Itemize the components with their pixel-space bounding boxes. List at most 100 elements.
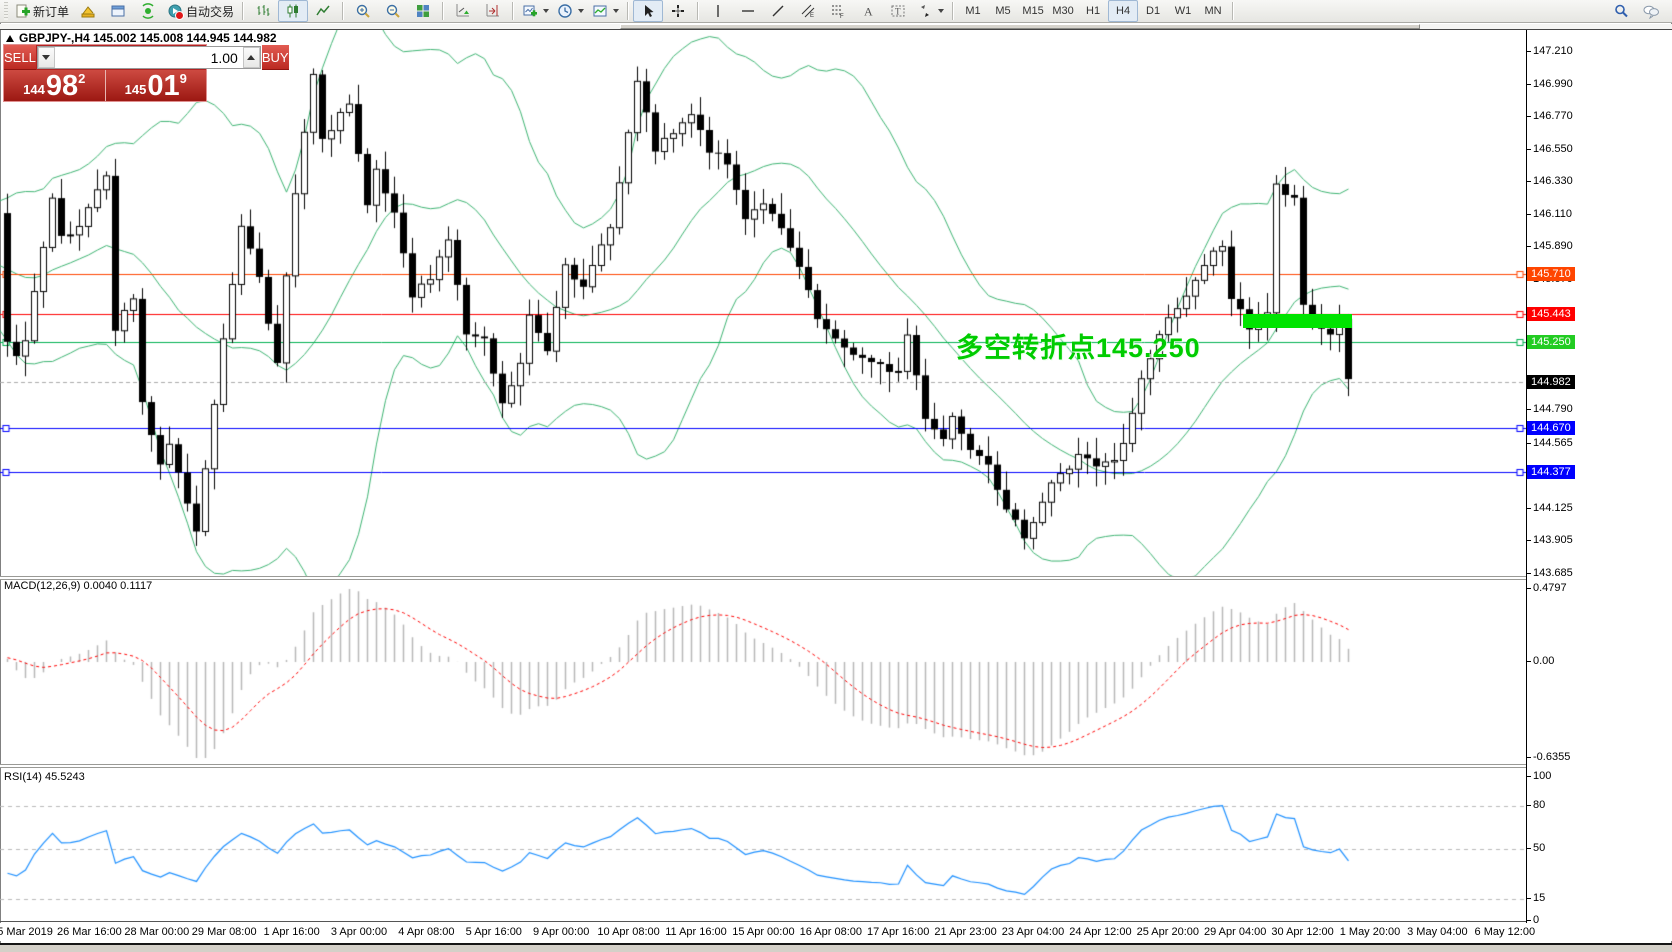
text-label-tool-button[interactable]: T bbox=[883, 0, 913, 22]
vertical-line-icon bbox=[710, 3, 726, 19]
rsi-axis-label: 0 bbox=[1526, 914, 1540, 926]
time-axis-label: 16 Apr 08:00 bbox=[799, 926, 862, 938]
candlestick-type-button[interactable] bbox=[278, 0, 309, 22]
price-tick-label: 143.905 bbox=[1527, 534, 1573, 547]
vertical-line-tool-button[interactable] bbox=[703, 0, 733, 22]
price-tick-label: 146.110 bbox=[1527, 207, 1572, 220]
chat-button[interactable] bbox=[1636, 0, 1666, 22]
signals-icon bbox=[140, 3, 156, 19]
templates-button[interactable] bbox=[588, 0, 623, 22]
hline-price-label: 145.250 bbox=[1527, 335, 1575, 350]
time-axis-label: 6 May 12:00 bbox=[1474, 926, 1536, 938]
horizontal-line-tool-button[interactable] bbox=[733, 0, 763, 22]
tile-windows-button[interactable] bbox=[408, 0, 438, 22]
profiles-clock-icon bbox=[557, 3, 573, 19]
hline-price-label: 144.670 bbox=[1527, 421, 1575, 436]
profiles-caret-icon bbox=[578, 9, 585, 13]
symbol-expand-icon[interactable] bbox=[6, 34, 14, 42]
bar-chart-type-button[interactable] bbox=[248, 0, 278, 22]
bid-price[interactable]: 144 98 2 bbox=[4, 70, 106, 101]
time-axis-label: 21 Apr 23:00 bbox=[934, 926, 997, 938]
text-tool-button[interactable]: A bbox=[853, 0, 883, 22]
macd-rsi-separator[interactable] bbox=[0, 764, 1672, 768]
fibonacci-tool-button[interactable]: F bbox=[823, 0, 853, 22]
market-watch-button[interactable] bbox=[73, 0, 103, 22]
highlight-rectangle bbox=[1243, 314, 1352, 328]
current-price-label: 144.982 bbox=[1527, 374, 1575, 389]
scrollbar-thumb[interactable] bbox=[620, 24, 1420, 29]
rsi-axis-label: 80 bbox=[1526, 798, 1546, 811]
timeframe-button-M30[interactable]: M30 bbox=[1048, 0, 1078, 22]
volume-up-icon bbox=[247, 55, 256, 60]
buy-button[interactable]: BUY bbox=[261, 45, 289, 70]
arrows-tool-button[interactable] bbox=[913, 0, 948, 22]
chart-annotation-text: 多空转折点145.250 bbox=[956, 333, 1201, 363]
volume-down-icon bbox=[42, 55, 51, 60]
channel-tool-button[interactable]: E bbox=[793, 0, 823, 22]
line-chart-type-button[interactable] bbox=[308, 0, 338, 22]
timeframe-group: M1 M5 M15 M30 H1 H4 D1 W1 MN bbox=[958, 0, 1228, 22]
svg-text:A: A bbox=[864, 5, 873, 19]
volume-increase-button[interactable] bbox=[242, 47, 260, 68]
timeframe-button-D1[interactable]: D1 bbox=[1138, 0, 1168, 22]
timeframe-button-H4[interactable]: H4 bbox=[1108, 0, 1139, 22]
search-button[interactable] bbox=[1606, 0, 1636, 22]
new-chart-caret-icon bbox=[543, 9, 550, 13]
autotrading-button[interactable]: 自动交易 bbox=[163, 0, 238, 22]
timeframe-button-M1[interactable]: M1 bbox=[958, 0, 988, 22]
new-chart-button[interactable] bbox=[518, 0, 553, 22]
autotrading-icon bbox=[167, 3, 185, 20]
volume-input[interactable] bbox=[54, 47, 243, 68]
rsi-indicator-label: RSI(14) 45.5243 bbox=[4, 771, 85, 783]
time-axis-label: 30 Apr 12:00 bbox=[1271, 926, 1334, 938]
market-watch-icon bbox=[80, 3, 96, 19]
arrows-icon bbox=[917, 3, 933, 19]
volume-decrease-button[interactable] bbox=[37, 47, 55, 68]
time-axis-label: 24 Apr 12:00 bbox=[1069, 926, 1132, 938]
zoom-in-icon bbox=[355, 3, 371, 19]
signals-button[interactable] bbox=[133, 0, 163, 22]
macd-axis-label: -0.6355 bbox=[1526, 751, 1571, 763]
toolbar-separator bbox=[342, 2, 345, 20]
time-axis-label: 26 Mar 16:00 bbox=[56, 926, 122, 938]
sell-button[interactable]: SELL bbox=[4, 45, 36, 70]
timeframe-button-H1[interactable]: H1 bbox=[1078, 0, 1108, 22]
timeframe-label: M1 bbox=[965, 5, 981, 17]
timeframe-label: M15 bbox=[1022, 5, 1044, 17]
profiles-button[interactable] bbox=[553, 0, 588, 22]
trendline-tool-button[interactable] bbox=[763, 0, 793, 22]
cursor-button[interactable] bbox=[633, 0, 664, 22]
text-label-icon: T bbox=[890, 3, 906, 19]
timeframe-button-MN[interactable]: MN bbox=[1198, 0, 1228, 22]
chart-shift-button[interactable] bbox=[478, 0, 508, 22]
new-order-button[interactable]: 新订单 bbox=[10, 0, 73, 22]
toolbar-separator bbox=[442, 2, 445, 20]
bid-sup-digit: 2 bbox=[78, 71, 86, 86]
price-tick-label: 143.685 bbox=[1527, 566, 1573, 579]
chart-canvas[interactable] bbox=[0, 30, 1526, 941]
timeframe-label: H1 bbox=[1086, 5, 1101, 17]
timeframe-button-M5[interactable]: M5 bbox=[988, 0, 1018, 22]
trendline-icon bbox=[770, 3, 786, 19]
zoom-in-button[interactable] bbox=[348, 0, 378, 22]
chart-frame-top bbox=[0, 29, 1672, 30]
timeframe-button-M15[interactable]: M15 bbox=[1018, 0, 1048, 22]
main-macd-separator[interactable] bbox=[0, 576, 1672, 580]
ask-price[interactable]: 145 01 9 bbox=[105, 70, 206, 101]
crosshair-button[interactable] bbox=[663, 0, 693, 22]
timeframe-button-W1[interactable]: W1 bbox=[1168, 0, 1198, 22]
new-order-icon bbox=[14, 3, 30, 19]
time-axis-label: 11 Apr 16:00 bbox=[665, 926, 727, 938]
macd-axis-label: 0.00 bbox=[1526, 655, 1555, 667]
price-tick-label: 146.330 bbox=[1527, 175, 1573, 188]
data-window-button[interactable] bbox=[103, 0, 133, 22]
auto-scroll-button[interactable] bbox=[448, 0, 478, 22]
time-axis-label: 9 Apr 00:00 bbox=[533, 926, 590, 938]
time-axis-label: 3 May 04:00 bbox=[1407, 926, 1468, 938]
zoom-out-icon bbox=[385, 3, 401, 19]
zoom-out-button[interactable] bbox=[378, 0, 408, 22]
price-tick-label: 144.790 bbox=[1527, 403, 1573, 416]
one-click-trade-panel: SELL BUY 144 98 2 145 01 9 bbox=[3, 44, 289, 102]
cursor-icon bbox=[640, 3, 656, 19]
